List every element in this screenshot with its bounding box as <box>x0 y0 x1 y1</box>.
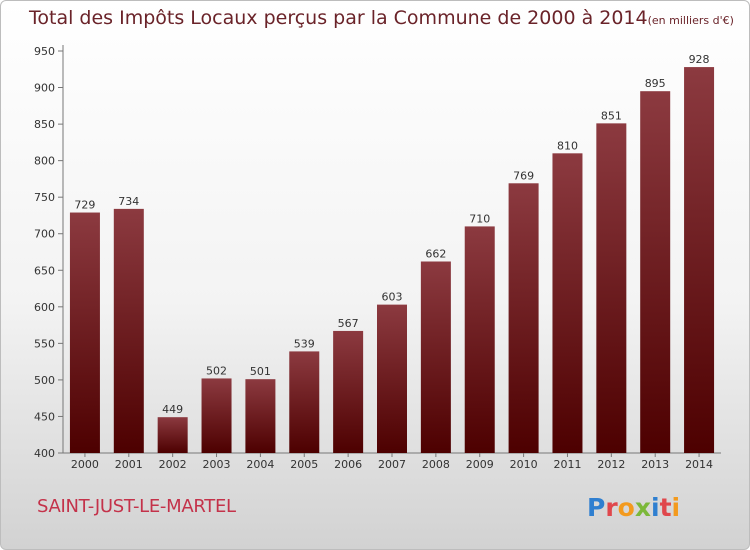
bar <box>640 91 671 453</box>
y-tick-label: 600 <box>34 301 55 314</box>
bar-value-label: 710 <box>469 212 490 225</box>
x-tick-label: 2011 <box>553 458 581 471</box>
bar <box>157 417 188 453</box>
chart-title-text: Total des Impôts Locaux perçus par la Co… <box>29 7 648 29</box>
chart-title: Total des Impôts Locaux perçus par la Co… <box>29 7 734 29</box>
bar <box>289 351 320 453</box>
bar-value-label: 603 <box>382 291 403 304</box>
y-tick-label: 550 <box>34 337 55 350</box>
y-tick-label: 850 <box>34 118 55 131</box>
svg-text:Proxiti: Proxiti <box>587 493 680 522</box>
x-tick-label: 2004 <box>246 458 274 471</box>
y-tick-label: 650 <box>34 264 55 277</box>
x-tick-label: 2007 <box>378 458 406 471</box>
bar <box>508 183 539 453</box>
y-tick-label: 750 <box>34 191 55 204</box>
bar-value-label: 895 <box>645 77 666 90</box>
bar <box>596 123 627 454</box>
bar <box>377 304 407 453</box>
y-tick-label: 800 <box>34 155 55 168</box>
bar-value-label: 928 <box>689 53 710 66</box>
bar <box>684 67 715 453</box>
bar <box>69 212 100 453</box>
bar-value-label: 851 <box>601 109 622 122</box>
bar <box>245 379 276 453</box>
x-tick-label: 2006 <box>334 458 362 471</box>
bar-value-label: 729 <box>74 199 95 212</box>
x-tick-label: 2000 <box>71 458 99 471</box>
bar <box>113 208 144 453</box>
bar-value-label: 769 <box>513 169 534 182</box>
x-tick-label: 2013 <box>641 458 669 471</box>
x-tick-label: 2002 <box>159 458 187 471</box>
bar-value-label: 502 <box>206 364 227 377</box>
unit-note: (en milliers d'€) <box>647 14 734 27</box>
bar <box>333 330 364 453</box>
x-tick-label: 2008 <box>422 458 450 471</box>
bar <box>201 378 232 453</box>
proxiti-logo-mark: Proxiti <box>587 493 680 522</box>
bar <box>552 153 583 453</box>
x-tick-label: 2010 <box>510 458 538 471</box>
x-tick-label: 2009 <box>466 458 494 471</box>
y-tick-label: 450 <box>34 410 55 423</box>
bar-value-label: 662 <box>425 248 446 261</box>
y-tick-label: 900 <box>34 82 55 95</box>
bar-value-label: 449 <box>162 403 183 416</box>
x-tick-label: 2005 <box>290 458 318 471</box>
bar-value-label: 734 <box>118 195 139 208</box>
y-tick-label: 700 <box>34 228 55 241</box>
commune-name: SAINT-JUST-LE-MARTEL <box>37 496 236 517</box>
y-tick-label: 950 <box>34 45 55 58</box>
bar-value-label: 501 <box>250 365 271 378</box>
proxiti-logo[interactable]: Proxiti <box>587 489 687 525</box>
bar <box>464 226 495 453</box>
bar <box>420 261 451 453</box>
x-tick-label: 2001 <box>115 458 143 471</box>
y-tick-label: 400 <box>34 447 55 460</box>
x-tick-label: 2003 <box>203 458 231 471</box>
y-tick-label: 500 <box>34 374 55 387</box>
x-tick-label: 2012 <box>597 458 625 471</box>
x-tick-label: 2014 <box>685 458 713 471</box>
bar-value-label: 539 <box>294 337 315 350</box>
bar-value-label: 810 <box>557 139 578 152</box>
bar-value-label: 567 <box>338 317 359 330</box>
